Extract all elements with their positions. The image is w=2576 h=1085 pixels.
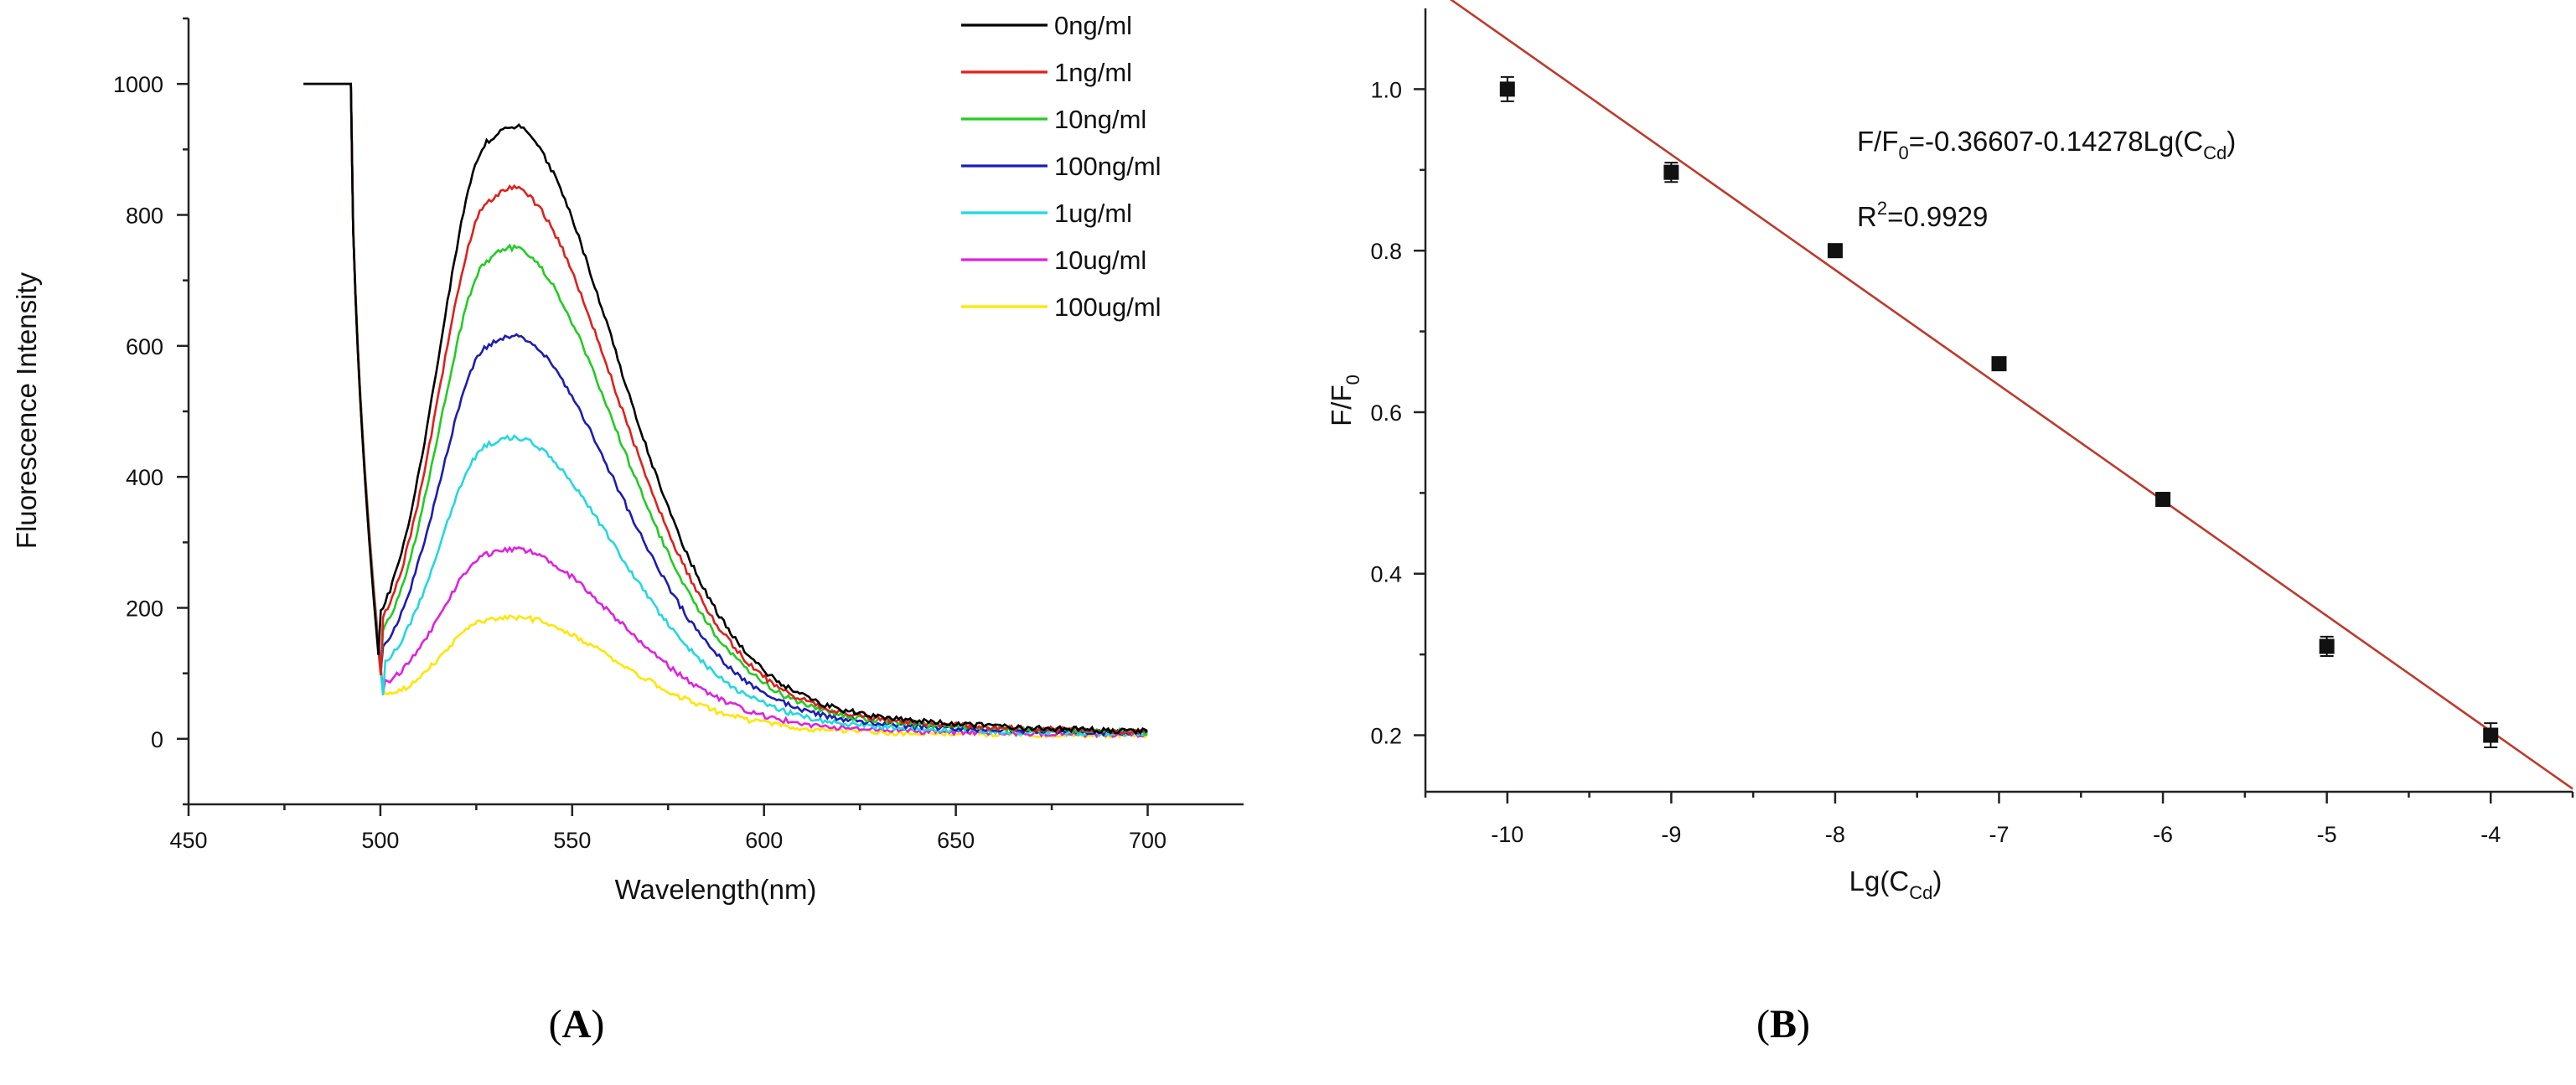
data-point — [1828, 243, 1843, 258]
chart-a-y-tick-label: 0 — [151, 727, 163, 752]
chart-a-x-tick-label: 450 — [169, 828, 207, 853]
chart-b-x-tick-label: -6 — [2153, 822, 2173, 847]
point-marker — [2155, 492, 2170, 507]
chart-b-y-label: F/F0 — [1326, 375, 1363, 426]
point-marker — [2320, 638, 2335, 654]
legend-label: 100ug/ml — [1054, 292, 1161, 322]
r-squared: R2=0.9929 — [1857, 198, 1988, 232]
legend-label: 10ug/ml — [1054, 245, 1146, 275]
point-marker — [1992, 356, 2007, 371]
chart-b-x-tick-label: -10 — [1491, 822, 1523, 847]
chart-b-x-label: Lg(CCd) — [1849, 865, 1942, 903]
point-marker — [1828, 243, 1843, 258]
chart-b-y-tick-label: 0.4 — [1370, 562, 1402, 587]
chart-a-y-tick-label: 800 — [126, 204, 163, 229]
panel-label-b: (B) — [1756, 1002, 1810, 1046]
spectrum-line-0 — [303, 84, 1147, 733]
point-marker — [1500, 81, 1515, 96]
chart-a-y-tick-label: 600 — [126, 334, 163, 359]
panel-letter-a: A — [562, 1002, 592, 1046]
point-marker — [1663, 165, 1679, 180]
chart-a-y-tick-label: 200 — [126, 597, 163, 622]
chart-b-y-tick-label: 0.8 — [1370, 239, 1402, 264]
fit-equation: F/F0=-0.36607-0.14278Lg(CCd) — [1857, 126, 2236, 163]
chart-b-y-tick-label: 1.0 — [1370, 77, 1402, 102]
chart-b-y-tick-label: 0.6 — [1370, 400, 1402, 426]
fit-line — [1434, 0, 2573, 788]
chart-b-y-tick-label: 0.2 — [1370, 724, 1402, 749]
data-point — [2155, 492, 2170, 507]
legend-label: 0ng/ml — [1054, 11, 1132, 40]
chart-b-x-tick-label: -8 — [1825, 822, 1845, 847]
chart-b-x-tick-label: -9 — [1661, 822, 1681, 847]
chart-b-x-tick-label: -4 — [2480, 822, 2501, 847]
data-point — [2320, 637, 2335, 656]
chart-a-x-tick-label: 500 — [361, 828, 399, 853]
chart-a-x-label: Wavelength(nm) — [615, 874, 817, 905]
panel-label-a: (A) — [549, 1002, 605, 1046]
legend-label: 10ng/ml — [1054, 105, 1146, 134]
chart-b-x-tick-label: -7 — [1989, 822, 2009, 847]
data-point — [1663, 163, 1679, 182]
legend-label: 100ng/ml — [1054, 152, 1161, 181]
point-marker — [2483, 728, 2498, 743]
chart-a-y-tick-label: 1000 — [113, 72, 163, 97]
chart-b: -10 -9 -8 -7 -6 -5 -4 0.2 0.4 0.6 0.8 1.0 F/F0=-0.3… — [1326, 0, 2573, 903]
figure: 450 500 550 600 650 700 0 200 400 600 800 1000 0ng/… — [0, 0, 2576, 1085]
chart-a-x-tick-label: 700 — [1129, 828, 1166, 853]
legend-label: 1ng/ml — [1054, 58, 1132, 87]
chart-a-x-tick-label: 650 — [937, 828, 975, 853]
panel-letter-b: B — [1770, 1002, 1797, 1046]
chart-a-legend: 0ng/ml 1ng/ml 10ng/ml 100ng/ml 1ug/ml 10ug/ml… — [961, 11, 1161, 322]
chart-a: 450 500 550 600 650 700 0 200 400 600 800 1000 0ng/… — [11, 11, 1244, 905]
chart-a-y-tick-label: 400 — [126, 465, 163, 490]
chart-a-x-tick-label: 600 — [745, 828, 783, 853]
chart-b-x-tick-label: -5 — [2317, 822, 2337, 847]
legend-label: 1ug/ml — [1054, 199, 1132, 228]
chart-a-x-tick-label: 550 — [553, 828, 591, 853]
chart-a-y-label: Fluorescence Intensity — [11, 271, 42, 549]
data-point — [1500, 77, 1515, 101]
data-point — [1992, 356, 2007, 371]
